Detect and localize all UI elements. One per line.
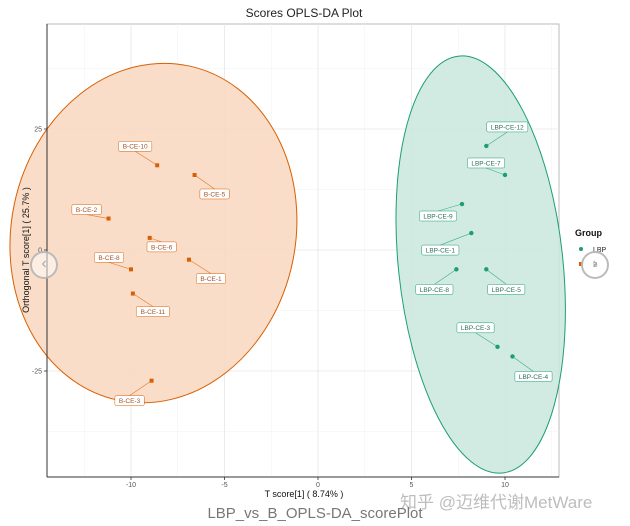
point-label: LBP-CE-4 [512, 356, 553, 382]
point-label: B-CE-8 [94, 252, 132, 270]
legend-lbp-label: LBP [593, 247, 607, 254]
data-point [459, 201, 465, 207]
svg-text:-25: -25 [32, 369, 42, 376]
point-label: LBP-CE-7 [467, 157, 506, 176]
plot-panel: B-CE-10 B-CE-5 B-CE-2 B-CE-6 B-CE-8 B-CE-1 B-C… [9, 23, 566, 478]
svg-text:B-CE-5: B-CE-5 [204, 191, 226, 198]
data-point [469, 230, 474, 236]
point-label: B-CE-5 [194, 174, 230, 200]
data-point [147, 235, 152, 240]
data-point [495, 344, 500, 349]
prev-image-button[interactable]: ‹ [30, 251, 58, 279]
data-point [149, 378, 154, 383]
image-caption: LBP_vs_B_OPLS-DA_scorePlot [207, 505, 423, 522]
svg-text:B-CE-10: B-CE-10 [123, 144, 148, 151]
chart-title: Scores OPLS-DA Plot [246, 6, 363, 20]
data-point [129, 267, 133, 272]
svg-text:LBP-CE-4: LBP-CE-4 [519, 374, 549, 381]
data-point [484, 143, 489, 149]
data-point [155, 163, 160, 168]
svg-text:LBP-CE-1: LBP-CE-1 [426, 247, 456, 254]
point-labels: B-CE-10 B-CE-5 B-CE-2 B-CE-6 B-CE-8 B-CE-1 B-C… [71, 121, 553, 406]
svg-text:LBP-CE-7: LBP-CE-7 [471, 160, 501, 167]
data-point [130, 291, 135, 296]
svg-text:10: 10 [501, 482, 509, 489]
opls-da-chart: Scores OPLS-DA Plot B-CE-10B-CE-5B-CE-2B… [9, 6, 607, 499]
data-point [454, 267, 459, 272]
data-point [484, 267, 489, 272]
point-label: B-CE-3 [114, 380, 152, 406]
point-label: B-CE-10 [118, 141, 158, 166]
x-axis-label: T score[1] ( 8.74% ) [265, 489, 344, 499]
point-label: B-CE-1 [188, 259, 226, 284]
point-label: LBP-CE-5 [486, 269, 526, 295]
point-label: LBP-CE-12 [486, 121, 529, 147]
point-label: LBP-CE-1 [421, 232, 472, 256]
data-point [106, 216, 111, 221]
point-label: B-CE-11 [132, 293, 170, 317]
svg-text:-5: -5 [221, 482, 227, 489]
svg-text:-10: -10 [126, 482, 136, 489]
confidence-ellipses [9, 55, 566, 474]
watermark: 知乎 @迈维代谢MetWare [400, 493, 593, 512]
next-image-button[interactable]: › [581, 251, 609, 279]
y-axis-label: Orthogonal T score[1] ( 25.7% ) [21, 187, 31, 313]
point-label: LBP-CE-3 [456, 322, 498, 348]
data-points [106, 143, 515, 383]
data-point [186, 257, 191, 262]
svg-text:LBP-CE-3: LBP-CE-3 [461, 325, 491, 332]
legend-lbp-marker-icon [579, 247, 583, 251]
data-point [502, 172, 508, 178]
svg-text:B-CE-11: B-CE-11 [141, 309, 166, 316]
svg-text:LBP-CE-8: LBP-CE-8 [420, 287, 450, 294]
point-label: B-CE-2 [71, 204, 109, 219]
data-point [510, 354, 515, 359]
legend-title: Group [575, 228, 602, 238]
svg-text:B-CE-1: B-CE-1 [200, 276, 222, 283]
svg-text:0: 0 [316, 482, 320, 489]
svg-text:B-CE-3: B-CE-3 [119, 398, 141, 405]
svg-text:B-CE-6: B-CE-6 [151, 244, 173, 251]
svg-text:B-CE-2: B-CE-2 [76, 207, 98, 214]
data-point [192, 172, 197, 177]
point-label: B-CE-6 [146, 237, 177, 253]
point-label: LBP-CE-8 [415, 269, 457, 295]
svg-text:LBP-CE-9: LBP-CE-9 [423, 213, 453, 220]
svg-text:5: 5 [410, 482, 414, 489]
x-axis-ticks: -10 -5 0 5 10 [126, 477, 509, 489]
point-label: LBP-CE-9 [419, 203, 463, 222]
svg-text:LBP-CE-5: LBP-CE-5 [492, 287, 522, 294]
svg-text:LBP-CE-12: LBP-CE-12 [491, 124, 524, 131]
svg-text:25: 25 [34, 127, 42, 134]
ellipse-lbp [395, 55, 566, 474]
svg-text:B-CE-8: B-CE-8 [98, 255, 120, 262]
